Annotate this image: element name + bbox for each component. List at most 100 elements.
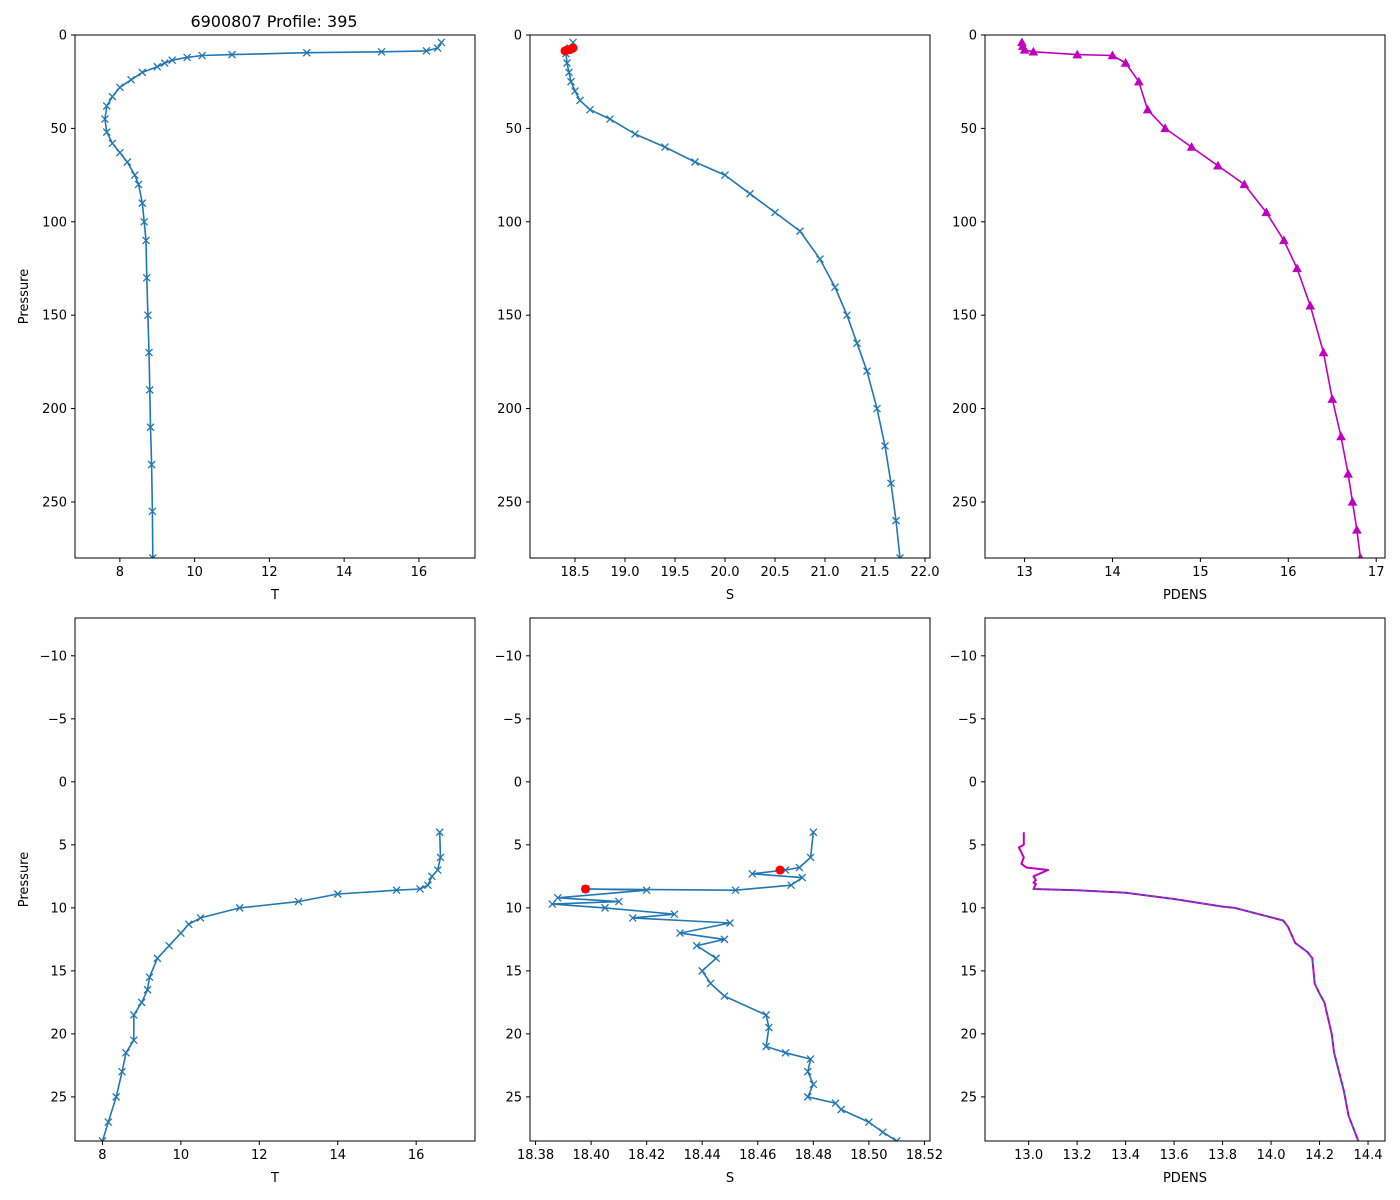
y-tick-label: 5	[514, 838, 522, 853]
data-point-triangle-marker	[1261, 207, 1272, 217]
y-tick-label: 5	[59, 838, 67, 853]
x-axis-label: T	[270, 588, 279, 603]
x-tick-label: 14	[1104, 565, 1121, 580]
y-tick-label: 150	[952, 309, 977, 324]
flagged-point	[581, 884, 591, 894]
axes-frame	[984, 34, 1386, 559]
data-point-x-marker	[809, 828, 818, 837]
y-tick-label: −10	[950, 649, 977, 664]
y-tick-label: 10	[505, 901, 522, 916]
x-tick-label: 19.0	[611, 565, 640, 580]
x-tick-label: 14.4	[1354, 1148, 1383, 1163]
data-point-x-marker	[563, 59, 571, 67]
series-line	[1021, 42, 1362, 558]
data-point-x-marker	[787, 881, 796, 890]
x-tick-label: 19.5	[661, 565, 690, 580]
data-point-x-marker	[108, 92, 117, 101]
data-point-x-marker	[122, 1048, 130, 1057]
data-point-x-marker	[816, 255, 824, 264]
data-point-x-marker	[145, 385, 154, 394]
data-point-x-marker	[887, 479, 895, 488]
data-point-x-marker	[809, 1080, 818, 1089]
data-point-x-marker	[771, 208, 779, 217]
data-point-x-marker	[548, 900, 557, 909]
data-point-x-marker	[892, 1137, 901, 1141]
data-point-x-marker	[795, 863, 804, 872]
data-point-x-marker	[798, 873, 807, 882]
data-point-x-marker	[153, 954, 162, 963]
data-point-x-marker	[878, 1128, 887, 1137]
data-point-x-marker	[712, 954, 721, 963]
x-tick-label: 15	[1192, 565, 1209, 580]
x-tick-label: 18.52	[906, 1148, 943, 1163]
data-point-triangle-marker	[1072, 49, 1083, 59]
subplot-bottom-left: 8 10 12 14 16 −10 −5 0 5 10 15 20 25 T Pressure	[17, 617, 476, 1186]
data-point-triangle-marker	[1347, 496, 1358, 506]
data-point-x-marker	[145, 348, 153, 357]
data-point-x-marker	[606, 115, 614, 124]
y-tick-label: 50	[960, 122, 977, 137]
data-point-x-marker	[138, 199, 147, 208]
axes-frame	[984, 617, 1386, 1142]
data-point-triangle-marker	[1107, 50, 1118, 60]
data-point-x-marker	[748, 869, 757, 878]
x-tick-label: 12	[261, 565, 278, 580]
data-point-x-marker	[436, 853, 445, 862]
y-tick-label: 0	[514, 29, 522, 44]
series-line	[1017, 832, 1360, 1141]
y-tick-label: 200	[497, 402, 522, 417]
data-point-x-marker	[676, 929, 684, 938]
data-point-triangle-marker	[1213, 160, 1223, 170]
data-point-triangle-marker	[1279, 235, 1289, 245]
y-tick-label: −10	[40, 649, 67, 664]
x-tick-label: 13.8	[1208, 1148, 1237, 1163]
x-tick-label: 14	[336, 565, 353, 580]
y-tick-label: 20	[50, 1027, 67, 1042]
data-point-x-marker	[198, 51, 207, 60]
data-point-x-marker	[433, 44, 442, 53]
x-tick-label: 14.0	[1257, 1148, 1286, 1163]
data-point-triangle-marker	[1318, 347, 1329, 357]
data-point-triangle-marker	[1343, 468, 1353, 478]
data-point-x-marker	[601, 903, 609, 912]
data-point-x-marker	[104, 1118, 113, 1127]
y-tick-label: 250	[497, 495, 522, 510]
data-point-x-marker	[691, 158, 699, 166]
data-point-x-marker	[165, 941, 174, 950]
y-tick-label: 50	[50, 122, 67, 137]
data-point-x-marker	[726, 919, 734, 927]
y-tick-label: 25	[960, 1090, 977, 1105]
data-point-x-marker	[762, 1042, 771, 1051]
data-point-x-marker	[642, 886, 651, 895]
data-point-x-marker	[796, 227, 804, 236]
data-point-triangle-marker	[1160, 123, 1171, 133]
data-point-x-marker	[706, 979, 715, 988]
x-tick-label: 10	[173, 1148, 190, 1163]
series-line	[1033, 888, 1359, 1141]
x-tick-label: 13.4	[1111, 1148, 1140, 1163]
y-tick-label: 100	[497, 215, 522, 230]
y-axis-label: Pressure	[17, 269, 32, 325]
y-tick-label: 10	[50, 901, 67, 916]
x-tick-label: 16	[411, 565, 428, 580]
data-point-x-marker	[129, 1011, 138, 1019]
data-point-x-marker	[864, 1118, 873, 1127]
data-point-x-marker	[176, 929, 185, 938]
data-point-x-marker	[628, 913, 637, 922]
axes-frame	[529, 617, 931, 1142]
data-point-x-marker	[392, 886, 401, 895]
data-point-x-marker	[142, 236, 150, 245]
data-point-x-marker	[781, 1048, 790, 1057]
x-tick-label: 13.0	[1014, 1148, 1043, 1163]
data-point-x-marker	[698, 966, 707, 975]
x-tick-label: 18.38	[517, 1148, 554, 1163]
data-point-x-marker	[892, 516, 900, 525]
data-point-x-marker	[130, 171, 139, 180]
data-point-x-marker	[118, 1067, 127, 1076]
data-point-x-marker	[184, 920, 193, 929]
x-tick-label: 18.50	[850, 1148, 887, 1163]
data-point-x-marker	[235, 903, 244, 912]
data-point-x-marker	[137, 998, 146, 1007]
flagged-point	[775, 865, 785, 875]
y-tick-label: 10	[960, 901, 977, 916]
